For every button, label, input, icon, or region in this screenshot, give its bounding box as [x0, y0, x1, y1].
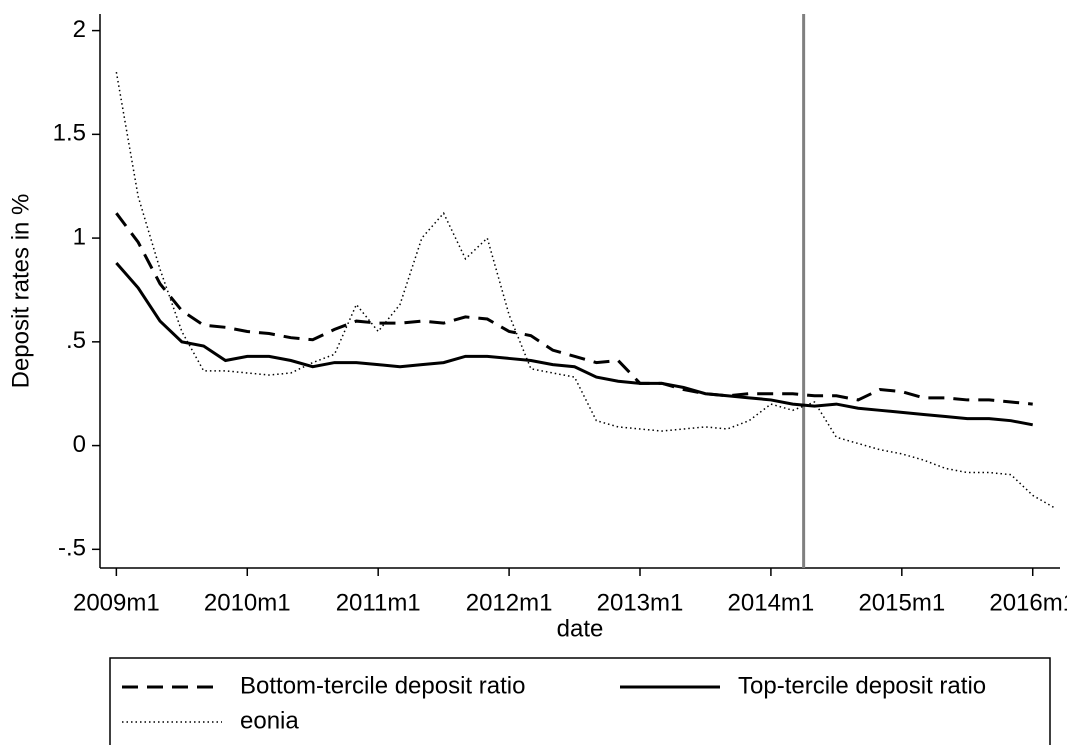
x-tick-label: 2009m1	[73, 589, 160, 616]
x-tick-label: 2016m1	[989, 589, 1067, 616]
series-line	[115, 71, 1055, 509]
x-tick-label: 2015m1	[858, 589, 945, 616]
series-line	[115, 262, 1034, 427]
x-tick-label: 2014m1	[728, 589, 815, 616]
series-line	[115, 212, 1033, 406]
x-tick-label: 2013m1	[597, 589, 684, 616]
legend-label: eonia	[240, 707, 299, 734]
y-tick-label: .5	[66, 327, 86, 354]
x-tick-label: 2010m1	[204, 589, 291, 616]
x-axis-label: date	[557, 615, 604, 642]
x-tick-label: 2012m1	[466, 589, 553, 616]
legend-label: Top-tercile deposit ratio	[738, 672, 986, 699]
y-axis-label: Deposit rates in %	[7, 194, 34, 389]
y-tick-label: 0	[73, 431, 86, 458]
y-tick-label: -.5	[58, 535, 86, 562]
legend-box	[109, 657, 1051, 745]
y-tick-label: 1	[73, 223, 86, 250]
x-tick-label: 2011m1	[336, 589, 421, 616]
y-tick-label: 2	[73, 16, 86, 43]
legend-label: Bottom-tercile deposit ratio	[240, 672, 525, 699]
y-tick-label: 1.5	[53, 120, 86, 147]
